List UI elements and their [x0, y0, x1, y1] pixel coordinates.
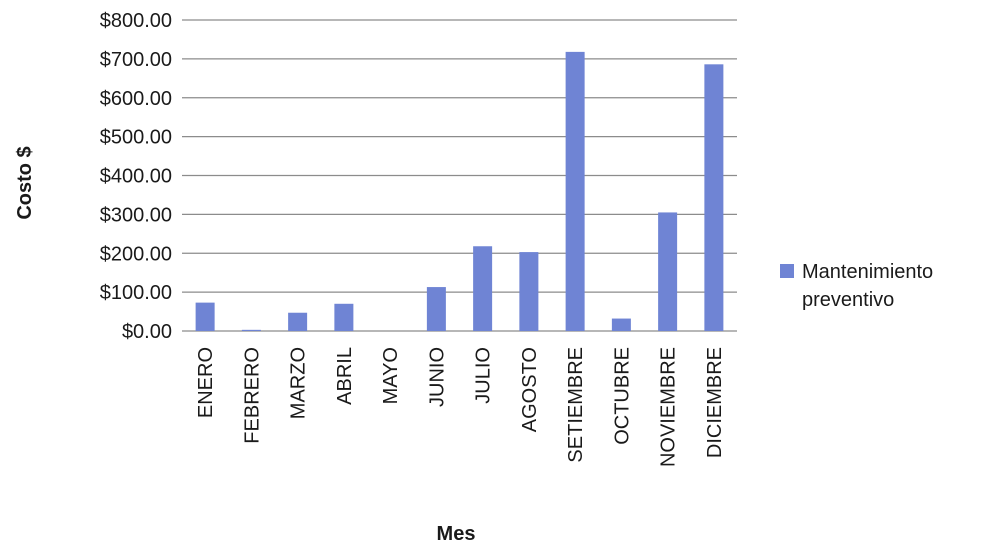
x-tick-label: FEBRERO [241, 347, 263, 444]
legend: Mantenimiento preventivo [780, 261, 933, 311]
y-tick-label: $400.00 [100, 166, 172, 188]
x-tick-label: JULIO [473, 347, 495, 404]
x-tick-label: SETIEMBRE [565, 347, 587, 463]
y-tick-label: $700.00 [100, 49, 172, 71]
y-tick-label: $0.00 [122, 321, 172, 343]
bar-febrero [241, 329, 261, 331]
x-tick-label: AGOSTO [519, 347, 541, 432]
y-tick-label: $300.00 [100, 204, 172, 226]
bar-abril [334, 303, 354, 331]
y-tick-label: $100.00 [100, 282, 172, 304]
bar-marzo [288, 312, 308, 331]
bar-setiembre [565, 51, 585, 331]
y-tick-label: $200.00 [100, 243, 172, 265]
bar-julio [473, 246, 493, 331]
x-tick-label: ABRIL [334, 347, 356, 405]
legend-label-line-2: preventivo [802, 289, 894, 311]
legend-label-line-1: Mantenimiento [802, 261, 933, 283]
gridlines [182, 19, 737, 332]
bars [195, 51, 724, 331]
y-tick-label: $500.00 [100, 127, 172, 149]
x-tick-label: MARZO [288, 347, 310, 419]
legend-swatch [780, 264, 794, 278]
x-tick-label: NOVIEMBRE [658, 347, 680, 467]
x-tick-labels: ENERO FEBRERO MARZO ABRIL MAYO JUNIO JULIO AGOS… [195, 347, 726, 467]
y-tick-label: $800.00 [100, 10, 172, 32]
bar-diciembre [704, 64, 724, 331]
x-tick-label: DICIEMBRE [704, 347, 726, 458]
bar-noviembre [658, 212, 678, 331]
y-tick-label: $600.00 [100, 88, 172, 110]
x-tick-label: MAYO [380, 347, 402, 404]
bar-agosto [519, 252, 539, 331]
bar-junio [426, 287, 446, 331]
x-axis-title: Mes [437, 523, 476, 545]
y-tick-labels: $0.00 $100.00 $200.00 $300.00 $400.00 $500.00… [100, 10, 172, 343]
x-tick-label: OCTUBRE [611, 347, 633, 445]
y-axis-title: Costo $ [14, 146, 36, 219]
x-tick-label: JUNIO [426, 347, 448, 407]
bar-octubre [611, 318, 631, 331]
x-tick-label: ENERO [195, 347, 217, 418]
bar-enero [195, 302, 215, 331]
